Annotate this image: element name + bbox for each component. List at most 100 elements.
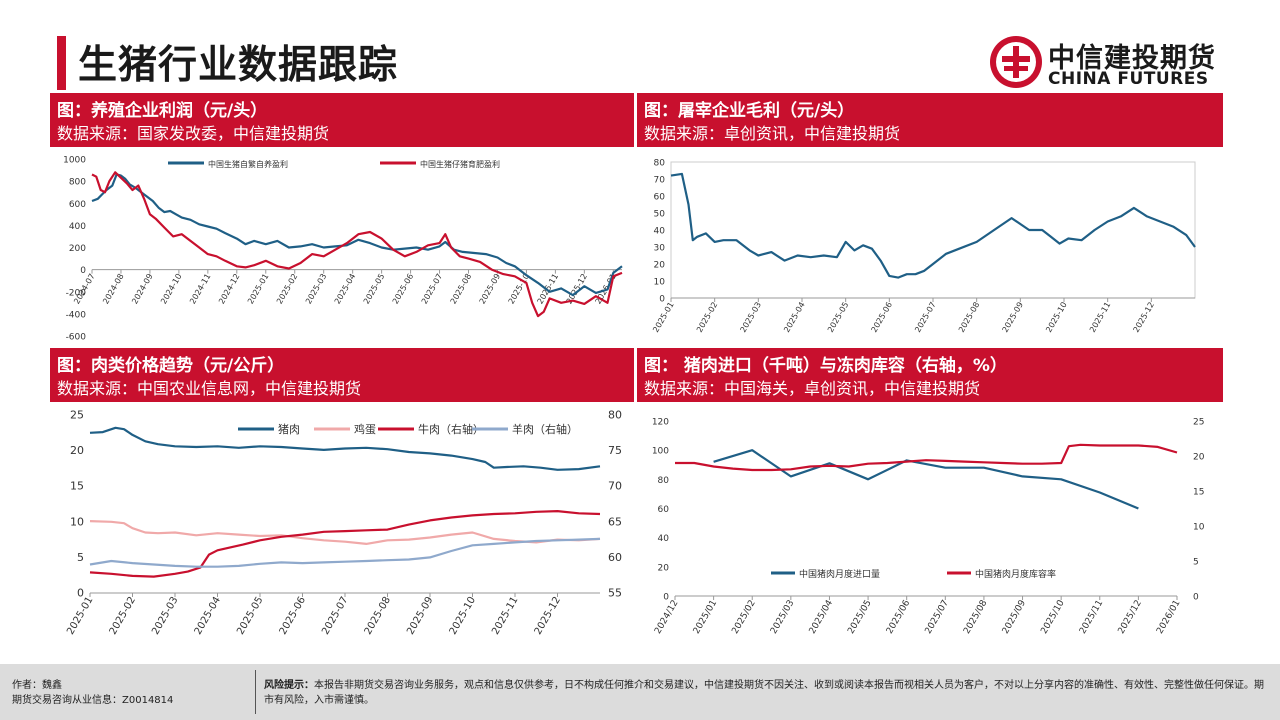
author-name: 魏鑫 xyxy=(42,680,62,691)
panel-source: 数据来源：卓创资讯，中信建投期货 xyxy=(644,124,901,143)
x-tick-label: 2025-06 xyxy=(278,595,308,637)
y-tick-label: 50 xyxy=(654,210,666,220)
y-tick-label: 0 xyxy=(663,593,669,603)
legend-label: 中国生猪自繁自养盈利 xyxy=(208,159,288,169)
y-right-tick-label: 0 xyxy=(1193,593,1199,603)
x-tick-label: 2025-08 xyxy=(957,301,982,334)
legend-label: 羊肉（右轴） xyxy=(512,422,578,436)
title-accent-bar xyxy=(57,36,66,90)
y-tick-label: 0 xyxy=(659,295,665,305)
y-right-tick-label: 60 xyxy=(608,551,622,564)
series-line-0 xyxy=(89,426,601,471)
x-tick-label: 2025-09 xyxy=(405,595,435,637)
x-tick-label: 2025-12 xyxy=(1132,301,1157,334)
series-line-1 xyxy=(91,171,623,318)
y-tick-label: 20 xyxy=(654,261,666,271)
x-tick-label: 2025-04 xyxy=(782,301,807,334)
panel-source: 数据来源：中国农业信息网，中信建投期货 xyxy=(57,379,362,398)
x-tick-label: 2025/07 xyxy=(924,599,951,636)
y-right-tick-label: 20 xyxy=(1193,453,1205,463)
chart-meat-prices-svg: 25 20 15 10 5 0 80 75 70 65 60 55 2025-01 2025-02 2025… xyxy=(65,409,622,637)
chart-breeding-profit: 1000 800 600 400 200 0 -200 -400 -600 2024-07 2024… xyxy=(50,150,634,345)
x-tick-label: 2025/02 xyxy=(730,599,757,636)
chart-pork-imports: 120 100 80 60 40 20 0 25 20 15 10 5 0 2024/12 2025/01 2… xyxy=(637,403,1223,661)
y-right-tick-label: 10 xyxy=(1193,523,1205,533)
panel-source: 数据来源：中国海关，卓创资讯，中信建投期货 xyxy=(644,379,981,398)
y-tick-label: 0 xyxy=(80,266,86,276)
legend-label: 鸡蛋 xyxy=(354,422,376,436)
panel-title: 图：肉类价格趋势（元/公斤） xyxy=(57,356,285,376)
series-line-1 xyxy=(89,520,601,545)
license-number: Z0014814 xyxy=(122,695,174,706)
x-tick-label: 2025-12 xyxy=(533,595,563,637)
y-tick-label: 25 xyxy=(70,409,84,422)
x-tick-label: 2025/05 xyxy=(846,599,873,636)
x-tick-label: 2025-01 xyxy=(246,272,271,305)
x-tick-label: 2025-11 xyxy=(490,595,520,637)
license-label: 期货交易咨询从业信息： xyxy=(12,695,122,706)
x-tick-label: 2025-01 xyxy=(65,595,95,637)
y-right-tick-label: 80 xyxy=(608,409,622,422)
y-tick-label: 70 xyxy=(654,176,666,186)
panel-title: 图： 猪肉进口（千吨）与冻肉库容（右轴，%） xyxy=(644,356,1007,376)
panel-header-meat-prices: 图：肉类价格趋势（元/公斤） 数据来源：中国农业信息网，中信建投期货 xyxy=(50,348,634,402)
y-tick-label: 80 xyxy=(658,476,670,486)
x-tick-label: 2025-05 xyxy=(826,301,851,334)
x-tick-label: 2025-03 xyxy=(739,301,764,334)
x-tick-label: 2024-10 xyxy=(159,272,184,305)
citic-logo-icon xyxy=(990,36,1042,88)
y-tick-label: -600 xyxy=(66,333,87,343)
y-tick-label: 400 xyxy=(69,222,86,232)
x-tick-label: 2025-02 xyxy=(695,301,720,334)
x-tick-label: 2026/01 xyxy=(1155,599,1182,636)
y-tick-label: 120 xyxy=(652,418,669,428)
risk-label: 风险提示： xyxy=(264,680,314,691)
x-tick-label: 2025-05 xyxy=(362,272,387,305)
x-tick-label: 2024-09 xyxy=(130,272,155,305)
company-logo: 中信建投期货 CHINA FUTURES xyxy=(988,34,1228,90)
y-tick-label: 40 xyxy=(654,227,666,237)
legend-label: 猪肉 xyxy=(278,423,300,436)
panel-header-slaughter-margin: 图：屠宰企业毛利（元/头） 数据来源：卓创资讯，中信建投期货 xyxy=(637,93,1223,147)
legend-label: 中国猪肉月度库容率 xyxy=(975,568,1056,580)
y-tick-label: 200 xyxy=(69,244,86,254)
footer: 作者：魏鑫 期货交易咨询从业信息：Z0014814 风险提示：本报告非期货交易咨… xyxy=(0,664,1280,720)
x-tick-label: 2025-10 xyxy=(1044,301,1069,334)
x-tick-label: 2025-06 xyxy=(870,301,895,334)
plot-frame xyxy=(670,161,1196,299)
y-tick-label: 60 xyxy=(658,505,670,515)
risk-text: 本报告非期货交易咨询业务服务，观点和信息仅供参考，日不构成任何推介和交易建议，中… xyxy=(264,680,1264,706)
footer-divider xyxy=(255,670,256,714)
legend-label: 中国生猪仔猪育肥盈利 xyxy=(420,159,500,169)
series-line-3 xyxy=(89,537,601,568)
x-tick-label: 2025-03 xyxy=(304,272,329,305)
logo-text-cn: 中信建投期货 xyxy=(1048,43,1216,74)
x-tick-label: 2025-01 xyxy=(651,301,676,334)
y-tick-label: 5 xyxy=(77,551,84,564)
y-tick-label: 20 xyxy=(658,563,670,573)
x-tick-label: 2025/11 xyxy=(1078,599,1105,636)
series-line-1 xyxy=(675,443,1178,472)
author-label: 作者： xyxy=(12,680,42,691)
panel-header-breeding-profit: 图：养殖企业利润（元/头） 数据来源：国家发改委，中信建投期货 xyxy=(50,93,634,147)
y-tick-label: 10 xyxy=(70,515,84,528)
y-right-tick-label: 55 xyxy=(608,587,622,600)
x-tick-label: 2025/04 xyxy=(808,598,835,636)
y-tick-label: 40 xyxy=(658,534,670,544)
y-tick-label: 600 xyxy=(69,200,86,210)
y-right-tick-label: 15 xyxy=(1193,488,1204,498)
y-tick-label: 80 xyxy=(654,159,666,169)
panel-title: 图：屠宰企业毛利（元/头） xyxy=(644,101,855,121)
x-tick-label: 2025-06 xyxy=(391,272,416,305)
x-tick-label: 2024/12 xyxy=(653,599,680,636)
x-tick-label: 2024-12 xyxy=(217,272,242,305)
x-tick-label: 2025-04 xyxy=(193,595,223,637)
risk-disclaimer: 风险提示：本报告非期货交易咨询业务服务，观点和信息仅供参考，日不构成任何推介和交… xyxy=(264,678,1264,708)
legend-label: 牛肉（右轴） xyxy=(418,422,484,436)
x-tick-label: 2025-02 xyxy=(275,272,300,305)
x-tick-label: 2025-11 xyxy=(1088,301,1113,334)
y-tick-label: -400 xyxy=(66,310,87,320)
x-tick-label: 2025-04 xyxy=(333,272,358,305)
chart-meat-prices: 25 20 15 10 5 0 80 75 70 65 60 55 2025-01 2025-02 2025… xyxy=(50,403,634,661)
y-right-tick-label: 5 xyxy=(1193,558,1199,568)
